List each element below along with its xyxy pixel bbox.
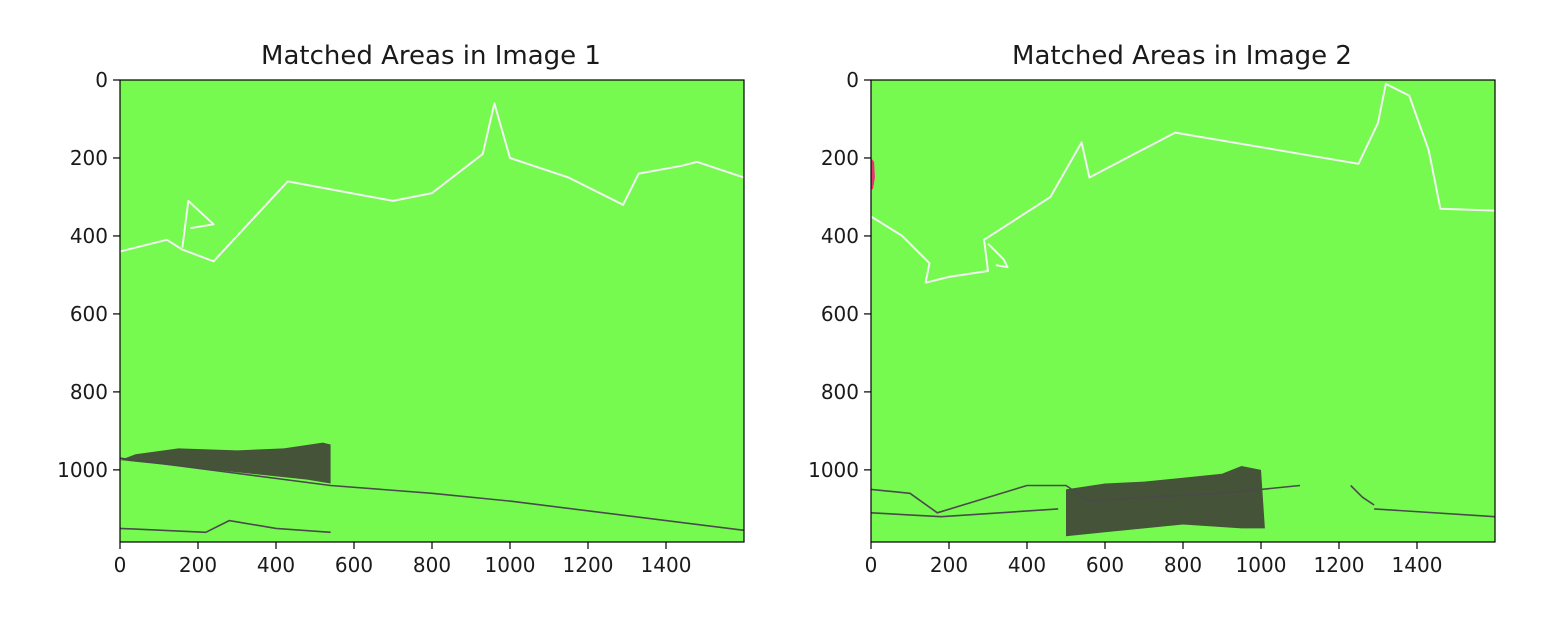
image-background <box>871 80 1495 542</box>
y-tick-label: 400 <box>821 224 859 248</box>
x-tick-label: 200 <box>179 553 217 577</box>
x-tick-label: 800 <box>1164 553 1202 577</box>
y-tick-label: 200 <box>70 146 108 170</box>
y-tick-label: 600 <box>70 302 108 326</box>
y-tick-label: 1000 <box>57 458 108 482</box>
x-tick-label: 1000 <box>485 553 536 577</box>
x-tick-label: 200 <box>930 553 968 577</box>
x-tick-label: 0 <box>114 553 127 577</box>
x-tick-label: 1400 <box>1392 553 1443 577</box>
x-tick-label: 0 <box>865 553 878 577</box>
plot-area: 0 200 400 600 800 1000 1200 1400 0 200 400 600 800 10… <box>808 68 1496 577</box>
edge-line-dark <box>871 508 1059 518</box>
plot-area: 0 200 400 600 800 1000 1200 1400 0 200 400 600 800 10… <box>57 68 745 577</box>
y-tick-label: 800 <box>70 380 108 404</box>
panel-title: Matched Areas in Image 1 <box>261 41 601 71</box>
edge-line-dark <box>120 519 331 534</box>
x-tick-label: 1400 <box>641 553 692 577</box>
edge-line-dark <box>1374 508 1495 518</box>
x-tick-label: 1200 <box>1314 553 1365 577</box>
x-tick-label: 600 <box>335 553 373 577</box>
crowd-region <box>1066 466 1265 537</box>
panel-image-2: Matched Areas in Image 2 0 200 400 600 800 10… <box>808 41 1496 577</box>
edge-line-dark <box>120 457 744 532</box>
x-tick-label: 800 <box>413 553 451 577</box>
y-tick-label: 0 <box>95 68 108 92</box>
edge-line-dark <box>1350 484 1375 506</box>
y-tick-label: 1000 <box>808 458 859 482</box>
magenta-region <box>871 158 875 190</box>
y-tick-label: 800 <box>821 380 859 404</box>
x-tick-label: 1200 <box>563 553 614 577</box>
x-tick-label: 600 <box>1086 553 1124 577</box>
edge-line-dark <box>871 484 1301 514</box>
x-tick-label: 400 <box>257 553 295 577</box>
y-tick-label: 0 <box>846 68 859 92</box>
edge-line-light <box>987 242 1009 269</box>
edge-line-light <box>181 199 215 248</box>
crowd-region <box>120 442 331 484</box>
edge-line-light <box>871 82 1495 284</box>
panel-title: Matched Areas in Image 2 <box>1012 41 1352 71</box>
image-background <box>120 80 744 542</box>
y-tick-label: 600 <box>821 302 859 326</box>
x-tick-label: 1000 <box>1236 553 1287 577</box>
edge-line-light <box>120 102 744 263</box>
y-tick-label: 400 <box>70 224 108 248</box>
y-tick-label: 200 <box>821 146 859 170</box>
panel-image-1: Matched Areas in Image 1 0 200 400 600 800 10… <box>57 41 745 577</box>
x-tick-label: 400 <box>1008 553 1046 577</box>
